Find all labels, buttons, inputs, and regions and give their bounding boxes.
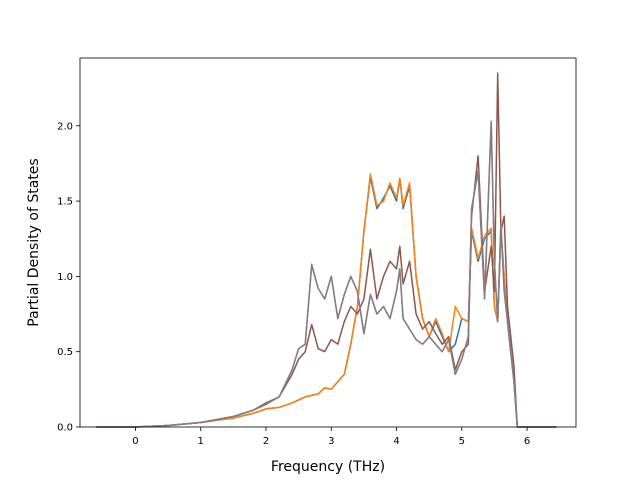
- y-tick-label: 1.5: [57, 197, 73, 208]
- x-axis-ticks: 0 1 2 3 4 5 6: [132, 427, 530, 447]
- series-line-3: [96, 72, 557, 428]
- y-axis-ticks: 0.0 0.5 1.0 1.5 2.0: [57, 121, 80, 434]
- y-tick-label: 0.0: [57, 423, 73, 434]
- x-tick-label: 3: [328, 436, 334, 447]
- x-tick-label: 5: [459, 436, 465, 447]
- series-line-5: [96, 120, 557, 428]
- x-tick-label: 2: [263, 436, 269, 447]
- x-tick-label: 6: [524, 436, 530, 447]
- x-tick-label: 1: [198, 436, 204, 447]
- series-layer: [96, 72, 557, 428]
- y-axis-title: Partial Density of States: [26, 158, 42, 326]
- x-tick-label: 0: [132, 436, 138, 447]
- y-tick-label: 0.5: [57, 347, 73, 358]
- plot-area-frame: [79, 57, 577, 428]
- y-tick-label: 1.0: [57, 272, 73, 283]
- y-tick-label: 2.0: [57, 121, 73, 132]
- x-axis-title: Frequency (THz): [271, 459, 385, 475]
- x-tick-label: 4: [393, 436, 399, 447]
